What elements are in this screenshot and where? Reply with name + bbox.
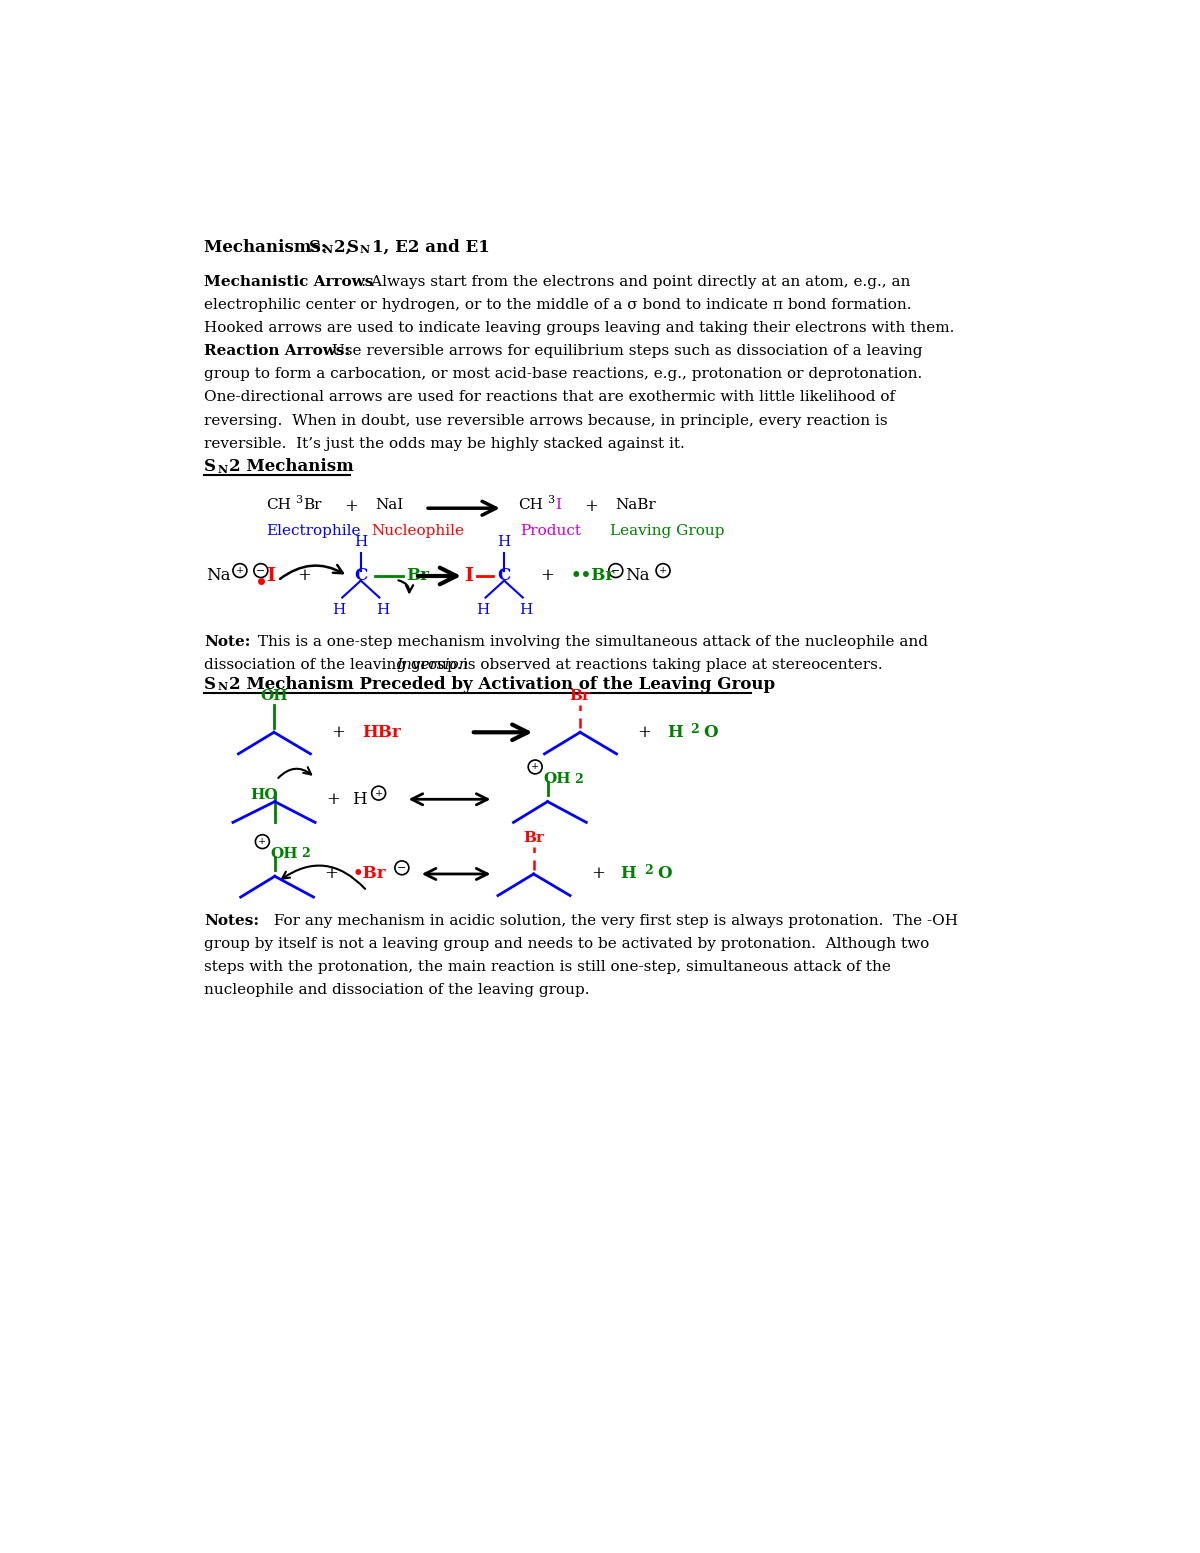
Text: −: −: [397, 863, 407, 873]
Text: H: H: [354, 536, 367, 550]
Text: •Br: •Br: [353, 865, 386, 882]
Text: Use reversible arrows for equilibrium steps such as dissociation of a leaving: Use reversible arrows for equilibrium st…: [326, 345, 923, 359]
Text: N: N: [217, 682, 228, 693]
Text: Mechanisms:: Mechanisms:: [204, 239, 332, 256]
Text: O: O: [703, 724, 718, 741]
Text: 2: 2: [574, 773, 583, 786]
Text: S: S: [204, 676, 216, 693]
Text: −: −: [611, 565, 620, 576]
Text: reversing.  When in doubt, use reversible arrows because, in principle, every re: reversing. When in doubt, use reversible…: [204, 413, 888, 427]
Text: 3: 3: [295, 495, 302, 505]
Text: +: +: [298, 567, 311, 584]
Text: Reaction Arrows:: Reaction Arrows:: [204, 345, 350, 359]
Text: H: H: [620, 865, 636, 882]
Text: : Always start from the electrons and point directly at an atom, e.g., an: : Always start from the electrons and po…: [361, 275, 910, 289]
Text: S: S: [204, 458, 216, 475]
Text: +: +: [659, 567, 667, 575]
Text: For any mechanism in acidic solution, the very first step is always protonation.: For any mechanism in acidic solution, th…: [269, 915, 958, 929]
Text: CH: CH: [518, 499, 542, 512]
FancyArrowPatch shape: [278, 767, 311, 778]
Text: electrophilic center or hydrogen, or to the middle of a σ bond to indicate π bon: electrophilic center or hydrogen, or to …: [204, 298, 912, 312]
Text: I: I: [556, 499, 562, 512]
Text: C: C: [498, 567, 511, 584]
Text: +: +: [324, 865, 338, 882]
Text: Electrophile: Electrophile: [266, 523, 361, 537]
Text: Br: Br: [523, 831, 544, 845]
Text: +: +: [637, 724, 652, 741]
Text: +: +: [584, 499, 598, 516]
Text: H: H: [476, 603, 490, 617]
Text: NaBr: NaBr: [616, 499, 655, 512]
Text: 3: 3: [547, 495, 554, 505]
Text: Nucleophile: Nucleophile: [371, 523, 464, 537]
Text: +: +: [532, 763, 539, 772]
Text: Br: Br: [304, 499, 322, 512]
Text: +: +: [258, 837, 266, 846]
Text: HO: HO: [250, 787, 277, 801]
Text: +: +: [331, 724, 346, 741]
Text: O: O: [656, 865, 672, 882]
Text: NaI: NaI: [374, 499, 403, 512]
Text: H: H: [353, 790, 367, 808]
Text: Hooked arrows are used to indicate leaving groups leaving and taking their elect: Hooked arrows are used to indicate leavi…: [204, 321, 955, 335]
Text: H: H: [498, 536, 511, 550]
Text: C: C: [354, 567, 367, 584]
Text: 2 Mechanism: 2 Mechanism: [229, 458, 354, 475]
Text: +: +: [343, 499, 358, 516]
Text: 2: 2: [643, 865, 653, 877]
FancyArrowPatch shape: [280, 565, 343, 579]
Text: H: H: [376, 603, 389, 617]
Text: +: +: [235, 567, 244, 575]
Text: Br: Br: [406, 567, 428, 584]
Text: 2 Mechanism Preceded by Activation of the Leaving Group: 2 Mechanism Preceded by Activation of th…: [229, 676, 775, 693]
Text: S: S: [308, 239, 320, 256]
Text: Na: Na: [206, 567, 230, 584]
Text: +: +: [590, 865, 605, 882]
Text: OH: OH: [542, 772, 570, 786]
Text: I: I: [266, 567, 275, 585]
Text: nucleophile and dissociation of the leaving group.: nucleophile and dissociation of the leav…: [204, 983, 589, 997]
Text: OH: OH: [270, 846, 298, 860]
Text: N: N: [217, 463, 228, 475]
Text: group to form a carbocation, or most acid-base reactions, e.g., protonation or d: group to form a carbocation, or most aci…: [204, 368, 923, 382]
Text: HBr: HBr: [362, 724, 401, 741]
Text: −: −: [256, 565, 265, 576]
Text: group by itself is not a leaving group and needs to be activated by protonation.: group by itself is not a leaving group a…: [204, 936, 930, 950]
Text: Note:: Note:: [204, 635, 251, 649]
FancyArrowPatch shape: [398, 581, 413, 592]
Text: 2,: 2,: [334, 239, 356, 256]
Text: N: N: [322, 244, 332, 255]
Text: +: +: [374, 789, 383, 798]
Text: I: I: [464, 567, 473, 585]
Text: 2: 2: [690, 722, 698, 736]
Text: reversible.  It’s just the odds may be highly stacked against it.: reversible. It’s just the odds may be hi…: [204, 436, 685, 450]
Text: S: S: [347, 239, 359, 256]
Text: Leaving Group: Leaving Group: [610, 523, 724, 537]
FancyArrowPatch shape: [282, 865, 365, 888]
Text: steps with the protonation, the main reaction is still one-step, simultaneous at: steps with the protonation, the main rea…: [204, 960, 892, 974]
Text: H: H: [332, 603, 346, 617]
Text: +: +: [540, 567, 553, 584]
Text: N: N: [360, 244, 370, 255]
Text: ••Br: ••Br: [571, 567, 616, 584]
Text: Na: Na: [625, 567, 649, 584]
Text: This is a one-step mechanism involving the simultaneous attack of the nucleophil: This is a one-step mechanism involving t…: [253, 635, 928, 649]
Text: Mechanistic Arrows: Mechanistic Arrows: [204, 275, 373, 289]
Text: OH: OH: [260, 690, 288, 704]
Text: 1, E2 and E1: 1, E2 and E1: [372, 239, 490, 256]
Text: 2: 2: [301, 848, 310, 860]
Text: Br: Br: [570, 690, 590, 704]
Text: CH: CH: [266, 499, 292, 512]
Text: H: H: [667, 724, 683, 741]
Text: +: +: [326, 790, 340, 808]
Text: One-directional arrows are used for reactions that are exothermic with little li: One-directional arrows are used for reac…: [204, 390, 895, 404]
Text: Product: Product: [521, 523, 582, 537]
Text: Notes:: Notes:: [204, 915, 259, 929]
Text: H: H: [520, 603, 533, 617]
Text: is observed at reactions taking place at stereocenters.: is observed at reactions taking place at…: [458, 658, 883, 672]
Text: Inversion: Inversion: [396, 658, 469, 672]
Text: dissociation of the leaving group.: dissociation of the leaving group.: [204, 658, 467, 672]
